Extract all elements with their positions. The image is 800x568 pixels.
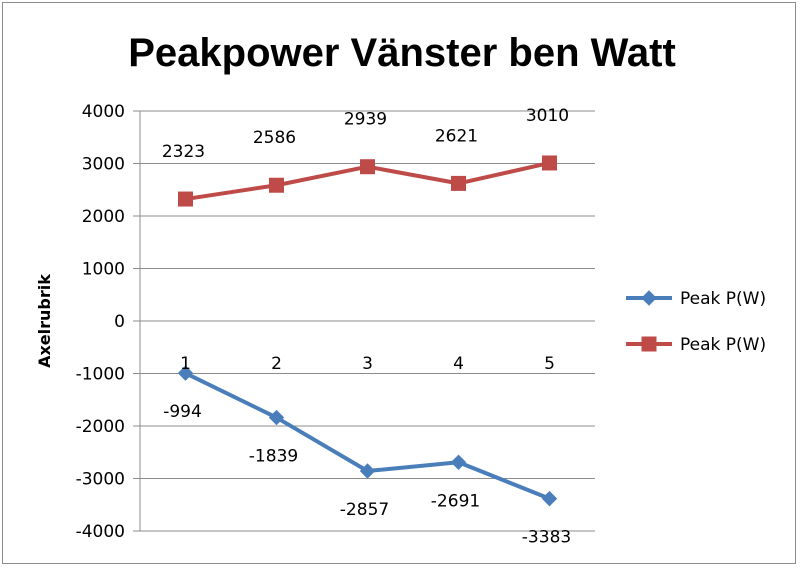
- chart-title: Peakpower Vänster ben Watt: [128, 31, 676, 75]
- y-tick-label: -2000: [76, 417, 125, 437]
- data-label: 3010: [526, 106, 569, 126]
- series-1: [177, 365, 558, 507]
- category-label: 5: [544, 354, 555, 374]
- y-tick-label: 0: [114, 312, 125, 332]
- data-label: 2323: [162, 142, 205, 162]
- y-tick-label: -3000: [76, 470, 125, 490]
- legend-marker: [641, 290, 657, 306]
- data-point: [178, 191, 193, 207]
- y-axis-title: Axelrubrik: [35, 274, 54, 368]
- category-labels: 1 2 3 4 5: [180, 354, 555, 374]
- category-label: 4: [453, 354, 464, 374]
- data-labels: -994 -1839 -2857 -2691 -3383 2323 2586 2939 2621…: [162, 106, 571, 548]
- data-point: [359, 463, 376, 479]
- legend-label: Peak P(W): [680, 335, 766, 355]
- data-point: [268, 409, 285, 426]
- y-tick-label: 3000: [82, 155, 125, 175]
- y-tick-label: 1000: [82, 260, 125, 280]
- y-tick-label: -4000: [76, 522, 125, 542]
- data-label: -2691: [431, 491, 480, 511]
- series-line: [184, 371, 551, 501]
- category-label: 2: [271, 354, 282, 374]
- y-tick-label: 2000: [82, 207, 125, 227]
- y-tick-label: -1000: [76, 365, 125, 385]
- data-point: [450, 454, 467, 470]
- series-layer: [177, 155, 558, 507]
- data-point: [269, 177, 284, 193]
- data-label: -994: [163, 402, 202, 422]
- data-point: [360, 159, 375, 175]
- data-label: -2857: [340, 500, 389, 520]
- legend-label: Peak P(W): [680, 289, 766, 309]
- legend-marker: [641, 336, 657, 352]
- data-label: -3383: [522, 528, 571, 548]
- legend-item: Peak P(W): [626, 335, 766, 355]
- legend: Peak P(W) Peak P(W): [626, 289, 766, 355]
- data-label: -1839: [249, 447, 298, 467]
- y-tick-label: 4000: [82, 102, 125, 122]
- category-label: 1: [180, 354, 191, 374]
- data-label: 2621: [435, 126, 478, 146]
- data-label: 2939: [344, 110, 387, 130]
- data-point: [451, 175, 466, 191]
- y-axis-ticks: 4000 3000 2000 1000 0 -1000 -2000 -3000 -4000: [76, 102, 125, 542]
- legend-item: Peak P(W): [626, 289, 766, 309]
- data-point: [542, 155, 557, 171]
- series-2: [178, 155, 557, 207]
- data-label: 2586: [253, 128, 296, 148]
- gridlines: [133, 110, 595, 532]
- category-label: 3: [362, 354, 373, 374]
- data-point: [177, 365, 194, 381]
- data-point: [541, 490, 558, 507]
